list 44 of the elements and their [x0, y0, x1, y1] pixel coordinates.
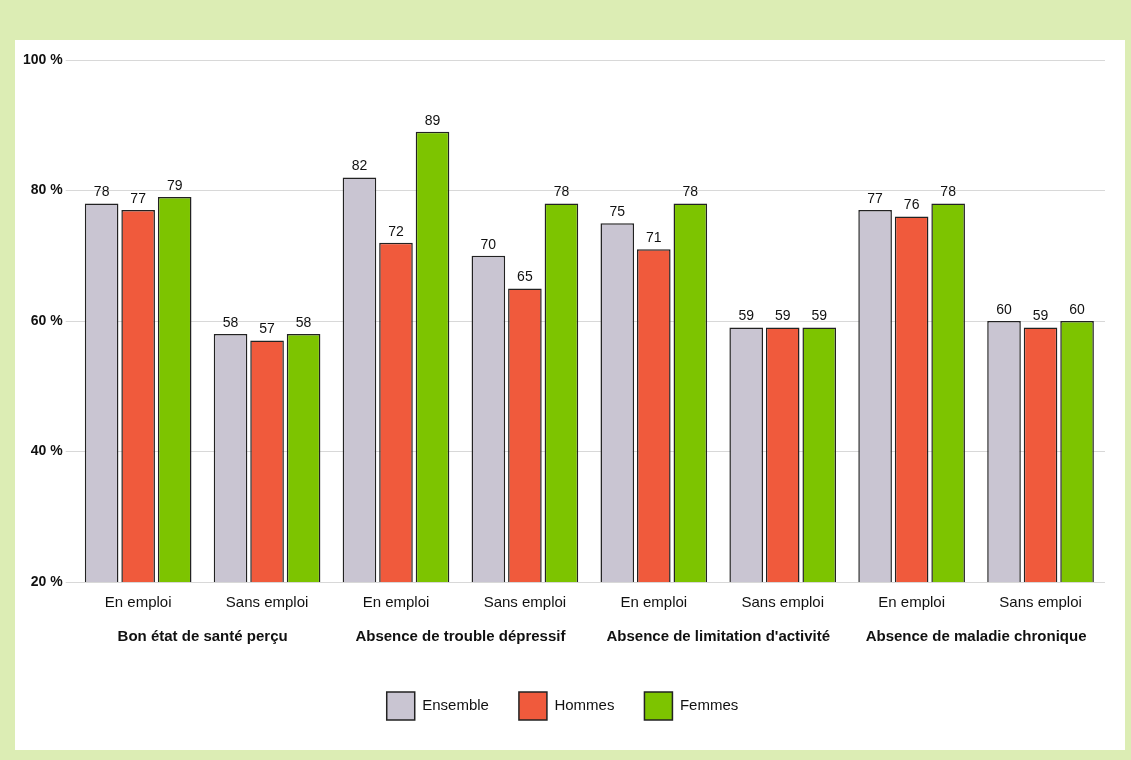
data-label: 57: [259, 320, 276, 337]
data-label: 65: [517, 268, 533, 285]
x-tick-label: Sans emploi: [999, 593, 1082, 611]
x-tick-label: Sans emploi: [225, 593, 309, 611]
data-label: 78: [553, 183, 570, 200]
data-label: 77: [130, 189, 147, 206]
data-label: 58: [295, 313, 312, 330]
y-tick-label: 100 %: [22, 50, 64, 67]
x-tick-label: En emploi: [104, 593, 172, 611]
data-label: 89: [424, 111, 441, 128]
x-tick-label: En emploi: [362, 593, 430, 611]
x-tick-label: En emploi: [620, 593, 688, 611]
data-label: 59: [774, 307, 791, 324]
text: Absence de maladie chronique: [865, 627, 1087, 645]
data-label: 70: [480, 235, 497, 252]
text: Bon état de santé perçu: [117, 627, 288, 645]
data-label: 78: [940, 183, 957, 200]
data-label: 76: [903, 196, 920, 213]
data-label: 77: [867, 189, 884, 206]
data-label: 58: [222, 313, 239, 330]
data-label: 60: [996, 300, 1013, 317]
data-label: 82: [351, 157, 368, 174]
data-label: 72: [388, 222, 404, 239]
data-label: 78: [93, 183, 110, 200]
x-tick-label: Sans emploi: [741, 593, 824, 611]
x-tick-label: En emploi: [878, 593, 945, 611]
data-label: 60: [1069, 300, 1086, 317]
data-label: 71: [646, 229, 662, 246]
y-tick-label: 40 %: [30, 442, 64, 459]
data-label: 59: [811, 307, 828, 324]
data-label: 79: [166, 176, 183, 193]
y-tick-label: 60 %: [30, 311, 64, 328]
x-tick-label: Sans emploi: [483, 593, 567, 611]
legend-label: Ensemble: [422, 696, 489, 714]
legend-label: Hommes: [554, 696, 615, 714]
y-tick-label: 20 %: [30, 572, 64, 589]
data-label: 59: [738, 307, 755, 324]
data-label: 75: [609, 202, 626, 219]
data-label: 59: [1032, 307, 1049, 324]
text: Absence de limitation d'activité: [606, 627, 831, 645]
legend-label: Femmes: [679, 696, 739, 714]
data-label: 78: [682, 183, 699, 200]
y-tick-label: 80 %: [30, 181, 64, 198]
text: Absence de trouble dépressif: [355, 627, 567, 645]
